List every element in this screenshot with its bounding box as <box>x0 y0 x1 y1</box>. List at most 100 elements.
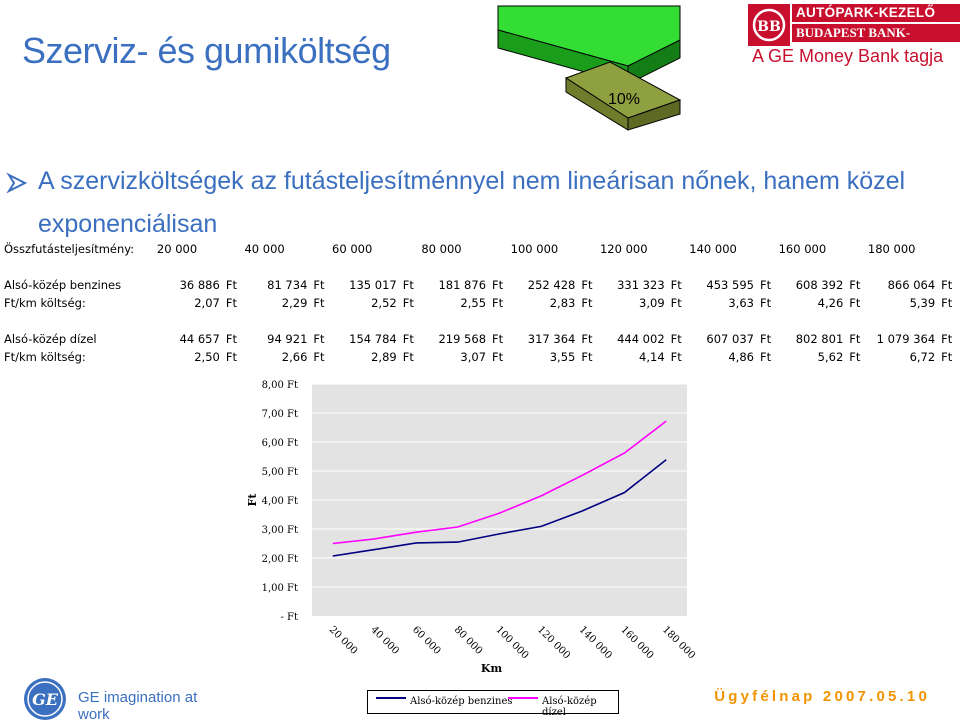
cost-value: 866 064 <box>887 278 936 292</box>
cost-per-km-line-chart: - Ft 1,00 Ft 2,00 Ft 3,00 Ft 4,00 Ft 5,00 Ft 6… <box>246 380 697 675</box>
km-cell: 80 000 <box>421 242 462 256</box>
cost-value: 317 364 <box>527 332 576 346</box>
currency: Ft <box>492 332 504 346</box>
row-label: Alsó-közép dízel <box>4 332 97 346</box>
km-cell: 100 000 <box>510 242 559 256</box>
legend-label-dizel: Alsó-közép dízel <box>542 696 597 718</box>
x-axis-label: Km <box>481 662 503 675</box>
perkm-value: 4,86 <box>728 350 754 364</box>
legend-swatch-dizel <box>508 697 538 699</box>
currency: Ft <box>670 278 682 292</box>
currency: Ft <box>670 350 682 364</box>
currency: Ft <box>941 278 953 292</box>
currency: Ft <box>402 332 414 346</box>
chart-legend: Alsó-közép benzines Alsó-közép dízel <box>367 690 619 718</box>
currency: Ft <box>581 278 593 292</box>
perkm-value: 2,66 <box>281 350 308 364</box>
perkm-value: 6,72 <box>909 350 936 364</box>
km-cell: 160 000 <box>778 242 827 256</box>
legend-swatch-benzin <box>376 697 406 699</box>
currency: Ft <box>402 296 414 310</box>
series-line-dizel <box>332 420 667 545</box>
currency: Ft <box>849 278 861 292</box>
y-tick-label: 4,00 Ft <box>262 496 298 507</box>
cost-value: 181 876 <box>438 278 487 292</box>
perkm-value: 2,07 <box>194 296 220 310</box>
perkm-value: 2,89 <box>371 350 397 364</box>
cost-value: 219 568 <box>438 332 487 346</box>
currency: Ft <box>581 350 593 364</box>
currency: Ft <box>313 350 325 364</box>
x-tick-label: 160 000 <box>618 624 655 661</box>
currency: Ft <box>492 278 504 292</box>
row-label: Ft/km költség: <box>4 350 86 364</box>
y-tick-label: 1,00 Ft <box>262 583 298 594</box>
y-tick-label: 6,00 Ft <box>262 438 298 449</box>
currency: Ft <box>670 296 682 310</box>
currency: Ft <box>759 350 772 364</box>
cost-value: 444 002 <box>617 332 665 346</box>
row-label: Alsó-közép benzines <box>4 278 122 292</box>
currency: Ft <box>759 296 772 310</box>
bullet-text: A szervizköltségek az futásteljesítménny… <box>38 167 906 238</box>
y-tick-label: 2,00 Ft <box>262 554 298 565</box>
cost-value: 44 657 <box>179 332 220 346</box>
cost-value: 36 886 <box>179 278 220 292</box>
cost-table: Összfutásteljesítmény: 20 000 40 000 60 … <box>4 240 960 366</box>
perkm-value: 2,55 <box>460 296 487 310</box>
y-tick-label: 3,00 Ft <box>262 525 298 536</box>
currency: Ft <box>402 278 414 292</box>
logo-line2: BUDAPEST BANK-CSOPORT <box>796 25 911 56</box>
x-tick-label: 140 000 <box>577 624 614 661</box>
currency: Ft <box>492 350 504 364</box>
currency: Ft <box>225 296 237 310</box>
perkm-value: 5,62 <box>817 350 844 364</box>
currency: Ft <box>225 332 237 346</box>
y-tick-label: 7,00 Ft <box>262 409 298 420</box>
km-cell: 60 000 <box>332 242 373 256</box>
x-tick-label: 80 000 <box>452 624 485 657</box>
pie-chart-fragment: 10% <box>497 5 682 131</box>
km-cell: 40 000 <box>244 242 285 256</box>
cost-value: 154 784 <box>349 332 397 346</box>
km-cell: 20 000 <box>156 242 198 256</box>
cost-value: 607 037 <box>706 332 754 346</box>
km-header-label: Összfutásteljesítmény: <box>4 242 135 256</box>
perkm-value: 2,83 <box>549 296 576 310</box>
perkm-value: 3,09 <box>639 296 665 310</box>
km-cell: 120 000 <box>599 242 648 256</box>
cost-value: 252 428 <box>527 278 576 292</box>
currency: Ft <box>581 332 593 346</box>
x-tick-label: 40 000 <box>368 624 401 657</box>
row-label: Ft/km költség: <box>4 296 86 310</box>
perkm-value: 5,39 <box>909 296 936 310</box>
legend-label-benzin: Alsó-közép benzines <box>410 696 513 707</box>
cost-value: 94 921 <box>267 332 308 346</box>
y-axis-label: Ft <box>246 493 259 507</box>
currency: Ft <box>402 350 414 364</box>
cost-value: 81 734 <box>267 278 308 292</box>
y-tick-label: 8,00 Ft <box>262 380 298 391</box>
company-logo: BB AUTÓPARK-KEZELŐ BUDAPEST BANK-CSOPORT… <box>748 2 960 72</box>
x-tick-label: 180 000 <box>660 624 697 661</box>
currency: Ft <box>492 296 504 310</box>
svg-text:BB: BB <box>757 19 781 35</box>
ge-logo-icon: GE <box>24 678 66 720</box>
currency: Ft <box>941 350 953 364</box>
currency: Ft <box>849 332 861 346</box>
perkm-value: 4,26 <box>817 296 844 310</box>
svg-text:GE: GE <box>32 690 59 709</box>
x-tick-label: 20 000 <box>327 624 360 657</box>
currency: Ft <box>759 332 772 346</box>
logo-line1: AUTÓPARK-KEZELŐ <box>796 5 936 20</box>
km-cell: 180 000 <box>867 242 916 256</box>
x-tick-label: 60 000 <box>410 624 443 657</box>
perkm-value: 3,55 <box>549 350 576 364</box>
currency: Ft <box>670 332 682 346</box>
currency: Ft <box>941 296 953 310</box>
currency: Ft <box>941 332 953 346</box>
perkm-value: 3,63 <box>728 296 754 310</box>
arrow-bullet-icon <box>6 172 28 194</box>
bullet-point: A szervizköltségek az futásteljesítménny… <box>6 160 906 246</box>
km-cell: 140 000 <box>689 242 737 256</box>
